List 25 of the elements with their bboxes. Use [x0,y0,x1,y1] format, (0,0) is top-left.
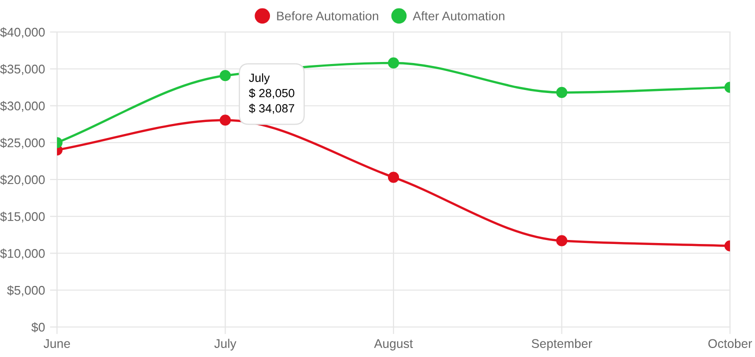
y-tick-label: $5,000 [7,285,45,296]
point [220,114,231,126]
y-tick-label: $0 [31,322,45,332]
y-tick-label: $25,000 [0,138,45,149]
y-tick-label: $40,000 [0,27,45,38]
annotation: July [248,73,270,84]
y-tick-label: $35,000 [0,64,45,76]
x-tick-label: June [44,339,70,348]
x-tick-label: August [374,339,413,350]
y-tick-label: $20,000 [0,174,45,186]
point [388,57,400,69]
legend-label: After Automation [412,11,504,20]
legend-label: Before Automation [277,11,378,20]
point [220,70,231,82]
x-tick-label: September [532,338,592,350]
x-tick-label: July [214,338,236,350]
point [556,235,568,246]
point [556,86,568,98]
y-tick-label: $10,000 [0,248,45,260]
x-tick-label: October [708,338,752,348]
point [388,172,400,183]
annotation: $ 28,050 [248,88,294,99]
annotation: $ 34,087 [248,104,294,114]
y-tick-label: $30,000 [0,101,45,112]
y-tick-label: $15,000 [0,212,45,223]
